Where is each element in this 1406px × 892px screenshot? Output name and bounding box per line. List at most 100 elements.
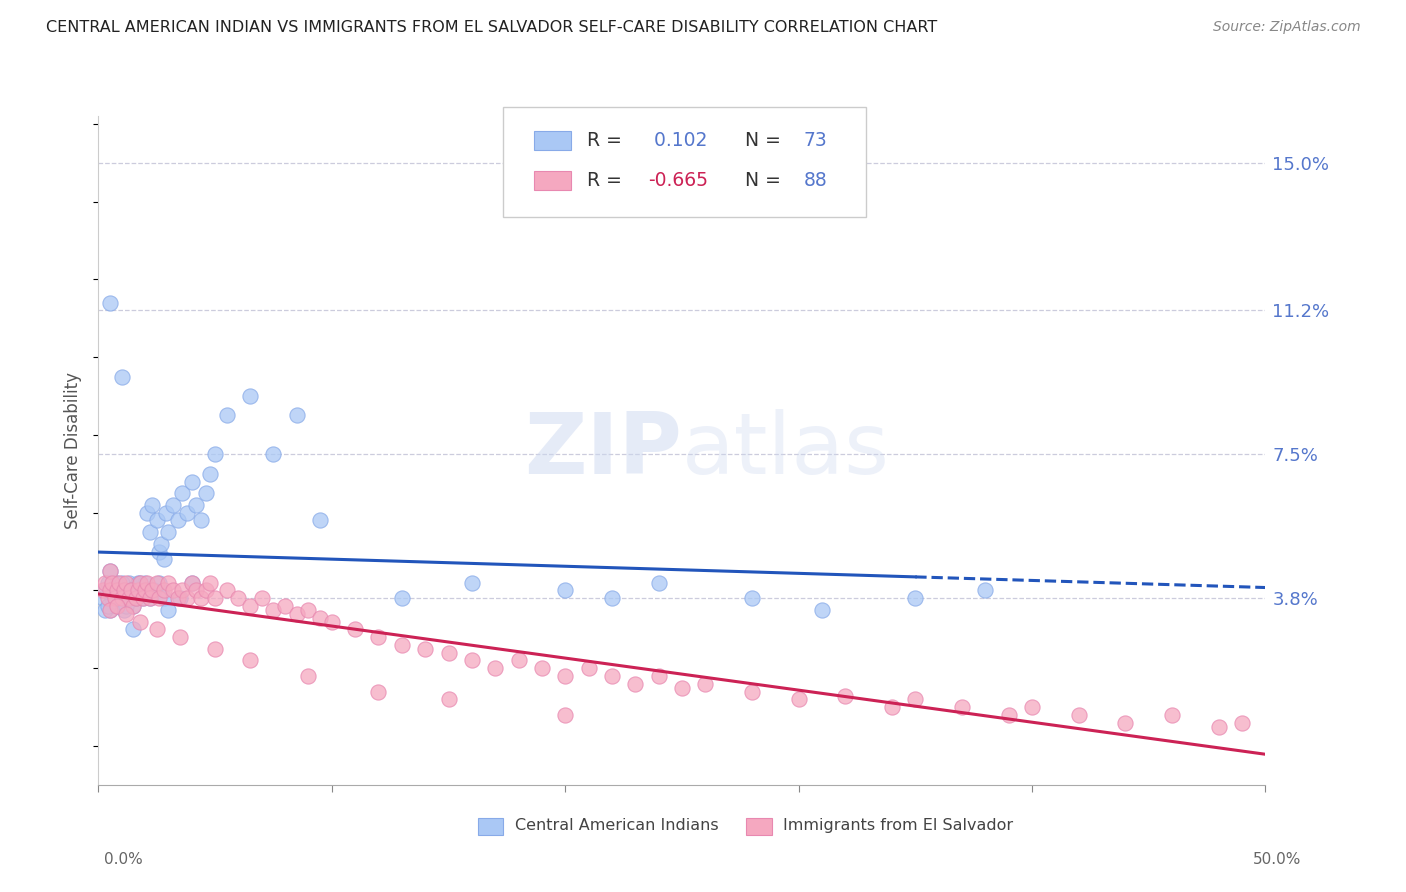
Point (321, 615, 343, 629)
Point (132, 591, 155, 606)
Point (98, 603, 121, 617)
Point (111, 591, 134, 606)
Point (600, 591, 623, 606)
Point (112, 583, 135, 598)
Point (155, 506, 177, 520)
Point (169, 630, 191, 644)
Point (98, 583, 121, 598)
Point (194, 486, 217, 500)
Point (118, 575, 141, 590)
Point (139, 591, 162, 606)
Text: R =: R = (588, 131, 623, 150)
Point (111, 369, 134, 384)
Text: Central American Indians: Central American Indians (515, 818, 718, 832)
Point (344, 623, 367, 637)
Point (157, 603, 180, 617)
Point (152, 583, 174, 598)
Point (101, 583, 124, 598)
Point (367, 684, 389, 698)
Point (129, 615, 152, 629)
Point (190, 591, 212, 606)
Point (94, 583, 117, 598)
Point (98, 564, 121, 578)
Point (904, 591, 927, 606)
Point (530, 661, 553, 675)
Point (105, 599, 128, 613)
Point (215, 583, 238, 598)
Point (122, 623, 145, 637)
Point (239, 653, 262, 667)
Point (157, 525, 180, 540)
Point (120, 583, 142, 598)
Point (157, 575, 180, 590)
Point (309, 513, 332, 527)
Point (98, 603, 121, 617)
Point (904, 692, 927, 706)
Point (1067, 708, 1090, 723)
Text: 73: 73 (803, 131, 827, 150)
Point (150, 537, 173, 551)
Point (239, 389, 262, 403)
Point (1161, 708, 1184, 723)
Point (136, 506, 159, 520)
Point (97, 591, 120, 606)
FancyBboxPatch shape (534, 171, 571, 190)
Point (127, 575, 149, 590)
Point (139, 591, 162, 606)
Text: -0.665: -0.665 (648, 171, 709, 190)
Point (152, 591, 174, 606)
Point (413, 641, 436, 656)
Point (162, 583, 184, 598)
Point (120, 583, 142, 598)
Point (105, 583, 128, 598)
Point (1114, 715, 1136, 730)
Point (741, 591, 763, 606)
Point (120, 583, 142, 598)
Point (671, 681, 693, 695)
Point (1208, 720, 1230, 734)
Point (146, 513, 169, 527)
Point (111, 583, 134, 598)
Point (274, 599, 297, 613)
Point (125, 591, 148, 606)
Point (250, 591, 273, 606)
Point (200, 467, 222, 481)
Point (129, 575, 152, 590)
Point (624, 677, 647, 691)
Point (262, 603, 284, 617)
Point (118, 591, 141, 606)
Point (367, 630, 389, 644)
Point (180, 575, 202, 590)
Point (108, 591, 131, 606)
FancyBboxPatch shape (478, 819, 503, 835)
Point (166, 591, 188, 606)
Point (834, 689, 856, 703)
Point (204, 641, 226, 656)
Point (91, 591, 114, 606)
Point (148, 591, 170, 606)
Point (461, 653, 484, 667)
Point (115, 607, 138, 621)
Point (129, 575, 152, 590)
Point (148, 544, 170, 558)
Point (262, 447, 284, 461)
Point (125, 591, 148, 606)
Point (112, 603, 135, 617)
Y-axis label: Self-Care Disability: Self-Care Disability (65, 372, 83, 529)
FancyBboxPatch shape (747, 819, 772, 835)
Point (141, 498, 163, 512)
Text: ZIP: ZIP (524, 409, 682, 492)
Point (125, 591, 148, 606)
Point (554, 669, 576, 683)
Point (578, 661, 600, 675)
Point (136, 575, 159, 590)
Text: CENTRAL AMERICAN INDIAN VS IMMIGRANTS FROM EL SALVADOR SELF-CARE DISABILITY CORR: CENTRAL AMERICAN INDIAN VS IMMIGRANTS FR… (46, 20, 938, 35)
Point (950, 700, 973, 714)
Point (146, 575, 169, 590)
Point (239, 599, 262, 613)
Text: 50.0%: 50.0% (1253, 852, 1301, 867)
Point (200, 575, 222, 590)
Point (122, 599, 145, 613)
Point (132, 591, 155, 606)
Point (172, 583, 194, 598)
